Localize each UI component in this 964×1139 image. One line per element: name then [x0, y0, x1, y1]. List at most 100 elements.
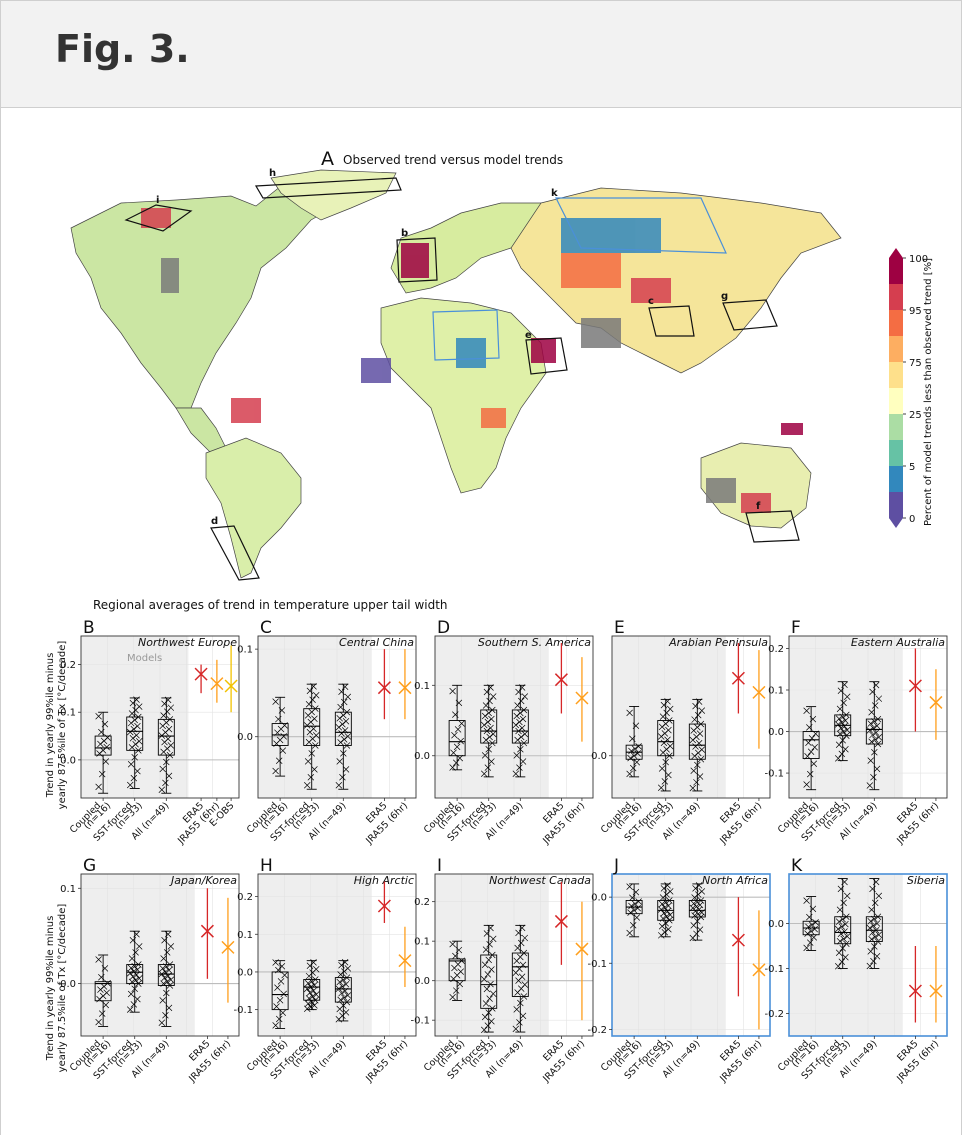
colorbar-segment — [889, 388, 903, 415]
model-point — [834, 963, 842, 970]
model-point — [309, 993, 316, 1000]
obs-era5 — [377, 881, 391, 923]
obs-era5 — [194, 664, 208, 694]
model-point — [633, 758, 641, 766]
ylabel-row1-line1: Trend in yearly 99%ile minus — [45, 653, 56, 799]
model-point — [275, 715, 282, 723]
figure-header: Fig. 3. — [0, 0, 962, 108]
y-tick-label: 0.0 — [414, 976, 430, 987]
y-tick-label: 0.2 — [768, 644, 784, 655]
model-point — [489, 951, 496, 959]
panel-letter: C — [260, 618, 272, 638]
model-point — [874, 715, 882, 723]
colorbar-segment — [889, 258, 903, 285]
model-point — [486, 697, 493, 705]
model-point — [665, 926, 672, 933]
model-point — [666, 742, 674, 750]
box-3 — [157, 930, 175, 1027]
model-point — [690, 922, 697, 929]
box-1 — [802, 706, 820, 791]
model-point — [489, 990, 497, 998]
model-point — [134, 995, 141, 1003]
model-point — [306, 687, 314, 695]
model-point — [513, 752, 520, 759]
model-point — [344, 965, 352, 972]
patch — [161, 258, 179, 293]
model-point — [512, 721, 520, 729]
region-box-h — [254, 177, 402, 199]
colorbar-segment — [889, 414, 903, 441]
box-3 — [865, 681, 883, 791]
model-point — [135, 975, 143, 982]
model-point — [452, 987, 460, 994]
model-point — [698, 888, 706, 895]
model-point — [449, 993, 456, 1001]
obs-marker — [194, 667, 208, 681]
model-point — [337, 971, 344, 978]
model-point — [867, 720, 874, 727]
model-point — [809, 715, 817, 723]
model-point — [512, 770, 520, 778]
model-point — [657, 932, 665, 939]
model-point — [165, 772, 173, 780]
model-point — [338, 730, 345, 737]
model-point — [689, 934, 697, 942]
model-point — [135, 738, 143, 745]
model-point — [342, 718, 350, 725]
model-point — [275, 757, 283, 765]
model-point — [280, 733, 287, 740]
model-point — [101, 965, 109, 972]
model-point — [104, 734, 111, 741]
region-name: North Africa — [702, 874, 768, 887]
model-point — [806, 913, 813, 921]
region-box-e — [525, 337, 568, 375]
model-point — [839, 713, 846, 721]
model-point — [627, 754, 634, 762]
model-point — [514, 944, 521, 952]
model-point — [449, 940, 456, 948]
model-point — [489, 739, 496, 747]
box-2 — [834, 681, 852, 762]
region-box-c — [648, 305, 695, 337]
colorbar-segment — [889, 362, 903, 389]
region-label-h: h — [269, 168, 276, 179]
model-point — [340, 698, 348, 706]
model-point — [481, 1013, 489, 1021]
colorbar-tick-label: 95 — [909, 306, 922, 317]
model-point — [694, 898, 701, 906]
patch — [456, 338, 486, 368]
model-point — [127, 964, 135, 972]
model-point — [869, 929, 876, 936]
model-point — [871, 943, 878, 950]
model-point — [336, 758, 343, 765]
model-point — [163, 758, 170, 766]
model-point — [341, 727, 349, 734]
box-1 — [625, 705, 643, 778]
obs-e-obs — [224, 645, 238, 713]
model-point — [451, 731, 458, 739]
y-tick-label: 0.1 — [768, 686, 784, 697]
model-point — [309, 696, 316, 704]
model-point — [872, 878, 880, 886]
model-point — [485, 1009, 492, 1016]
model-point — [662, 920, 669, 927]
obs-era5 — [200, 888, 214, 979]
model-point — [167, 704, 175, 711]
model-point — [339, 774, 346, 781]
model-point — [338, 962, 345, 969]
model-point — [335, 724, 343, 731]
panel-letter: B — [83, 618, 95, 638]
model-point — [455, 699, 463, 707]
model-point — [811, 744, 818, 751]
model-point — [838, 958, 846, 965]
model-point — [127, 719, 135, 727]
model-point — [632, 888, 640, 896]
model-point — [308, 750, 315, 757]
model-point — [694, 891, 702, 898]
obs-jra55-6hr- — [575, 901, 589, 1021]
model-point — [661, 929, 669, 936]
model-point — [839, 736, 846, 744]
north-america — [70, 177, 347, 409]
model-point — [631, 900, 639, 908]
model-point — [336, 714, 343, 722]
